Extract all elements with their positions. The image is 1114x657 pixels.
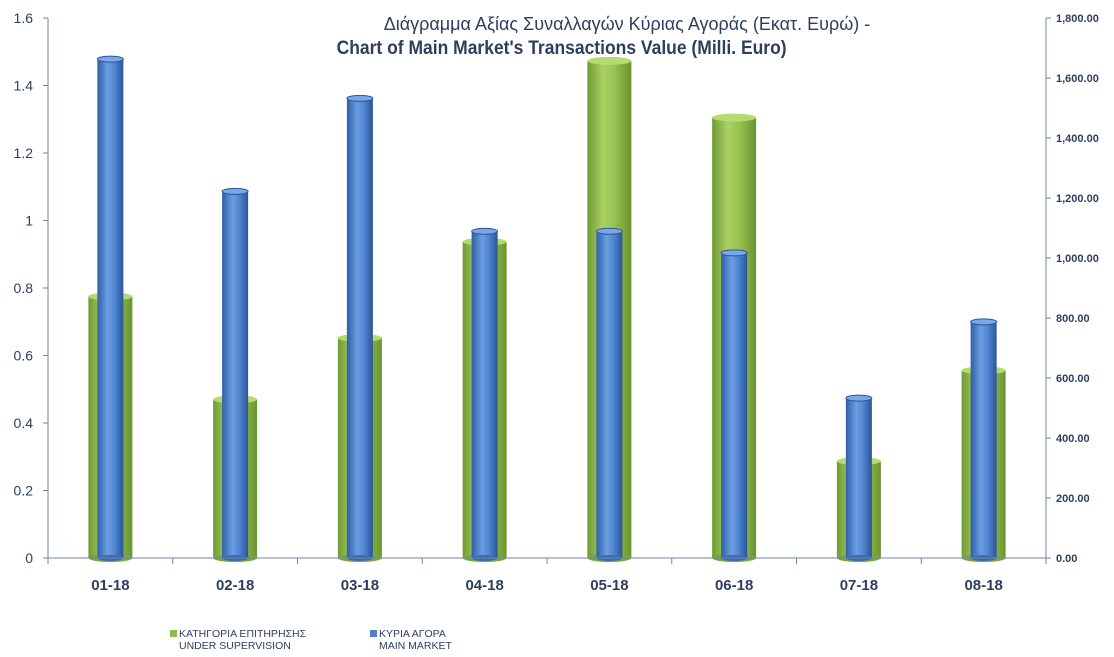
y-left-tick-label: 0.4 <box>14 415 34 431</box>
y-right-tick-label: 1,200.00 <box>1056 193 1099 205</box>
axes <box>43 17 1051 564</box>
bar-main-market <box>970 321 997 558</box>
bar-cap-main-market <box>970 318 998 326</box>
x-tick-label: 04-18 <box>465 577 503 594</box>
y-left-tick-label: 1.4 <box>14 78 34 94</box>
y-right-tick-label: 800.00 <box>1056 313 1090 325</box>
y-right-tick-label: 200.00 <box>1056 493 1090 505</box>
x-tick-label: 08-18 <box>964 577 1002 594</box>
legend-item-main-market: ΚΥΡΙΑ ΑΓΟΡΑ MAIN MARKET <box>370 628 452 652</box>
y-right-tick-label: 1,400.00 <box>1056 133 1099 145</box>
y-right-tick-label: 0.00 <box>1056 553 1077 565</box>
bar-main-market <box>721 252 748 558</box>
legend-label-line2: MAIN MARKET <box>379 640 452 652</box>
bar-main-market <box>845 398 872 558</box>
bar-cap-main-market <box>471 227 499 235</box>
series-main-market <box>96 55 998 561</box>
legend-item-under-supervision: ΚΑΤΗΓΟΡΙΑ ΕΠΙΤΗΡΗΣΗΣ UNDER SUPERVISION <box>170 628 306 652</box>
bar-main-market <box>346 98 373 559</box>
x-tick-label: 07-18 <box>840 577 878 594</box>
x-tick-label: 06-18 <box>715 577 753 594</box>
y-right-tick-label: 1,000.00 <box>1056 253 1099 265</box>
bar-cap-main-market <box>720 249 748 257</box>
x-tick-label: 02-18 <box>216 577 254 594</box>
bar-main-market <box>596 231 623 559</box>
axis-labels: 01-18 02-18 03-18 04-18 05-18 06-18 07-18 08-18… <box>14 10 1099 594</box>
bar-main-market <box>222 191 249 558</box>
chart-title: Διάγραμμα Αξίας Συναλλαγών Κύριας Αγοράς… <box>383 14 871 34</box>
bar-cap-main-market <box>96 55 124 63</box>
bar-cap-main-market <box>595 227 623 235</box>
x-tick-label: 03-18 <box>341 577 379 594</box>
y-right-tick-label: 400.00 <box>1056 433 1090 445</box>
y-left-tick-label: 1 <box>25 213 33 229</box>
bar-main-market <box>471 231 498 559</box>
y-right-tick-label: 1,600.00 <box>1056 73 1099 85</box>
bar-main-market <box>97 59 124 558</box>
y-right-tick-label: 600.00 <box>1056 373 1090 385</box>
bar-cap-under-supervision <box>712 113 757 122</box>
y-left-tick-label: 0.6 <box>14 348 34 364</box>
legend-label-line1: ΚΥΡΙΑ ΑΓΟΡΑ <box>379 628 446 640</box>
bar-cap-main-market <box>845 394 873 402</box>
bar-cap-main-market <box>346 94 374 102</box>
chart-subtitle: Chart of Main Market's Transactions Valu… <box>336 38 787 59</box>
legend-swatch-blue <box>370 630 377 637</box>
x-tick-label: 01-18 <box>91 577 129 594</box>
legend-label-line2: UNDER SUPERVISION <box>179 640 291 652</box>
legend-swatch-green <box>170 630 177 637</box>
y-left-tick-label: 0 <box>25 550 33 566</box>
y-left-tick-label: 1.2 <box>14 145 34 161</box>
y-left-tick-label: 1.6 <box>14 10 34 26</box>
y-right-tick-label: 1,800.00 <box>1056 13 1099 25</box>
x-tick-label: 05-18 <box>590 577 628 594</box>
y-left-tick-label: 0.8 <box>14 280 34 296</box>
legend-label-line1: ΚΑΤΗΓΟΡΙΑ ΕΠΙΤΗΡΗΣΗΣ <box>179 628 307 640</box>
bar-cap-main-market <box>221 187 249 195</box>
y-left-tick-label: 0.2 <box>14 483 34 499</box>
bar-cap-under-supervision <box>587 56 632 65</box>
